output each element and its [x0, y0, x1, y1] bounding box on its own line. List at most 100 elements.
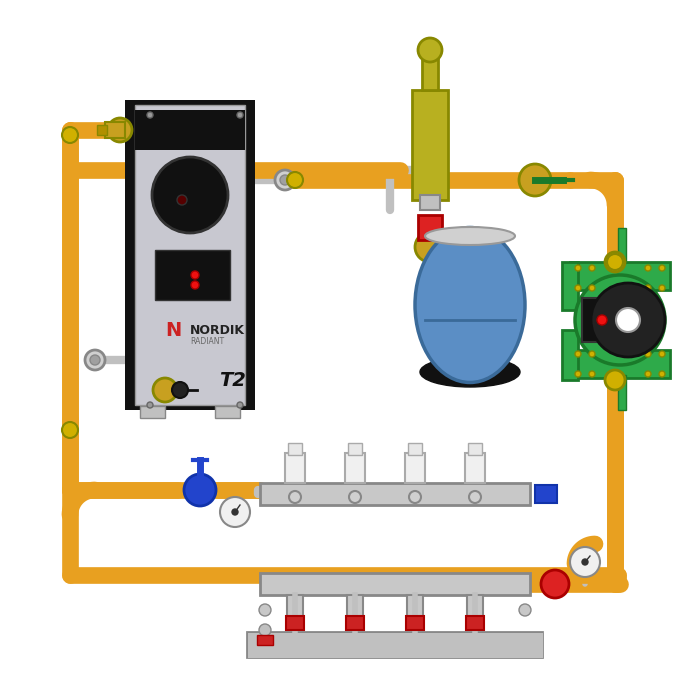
Circle shape	[645, 371, 651, 377]
Circle shape	[645, 351, 651, 357]
Circle shape	[659, 285, 665, 291]
Circle shape	[90, 355, 100, 365]
Circle shape	[220, 497, 250, 527]
Circle shape	[177, 195, 187, 205]
Bar	[618, 375, 626, 410]
Circle shape	[589, 285, 595, 291]
Ellipse shape	[420, 357, 520, 387]
Bar	[570, 350, 670, 378]
Bar	[467, 595, 483, 620]
Circle shape	[147, 112, 153, 118]
Bar	[412, 90, 448, 200]
Circle shape	[85, 350, 105, 370]
Circle shape	[62, 127, 78, 143]
Bar	[345, 453, 365, 483]
Bar	[257, 635, 273, 645]
Bar	[535, 485, 557, 503]
Bar	[285, 453, 305, 483]
Bar	[135, 105, 245, 405]
Circle shape	[597, 315, 607, 325]
Bar	[140, 406, 165, 418]
Bar	[348, 443, 362, 455]
Bar	[466, 616, 484, 630]
Bar	[420, 195, 440, 210]
Circle shape	[589, 351, 595, 357]
Circle shape	[570, 547, 600, 577]
Bar	[418, 215, 442, 240]
Circle shape	[519, 164, 551, 196]
Bar	[97, 125, 107, 135]
Circle shape	[616, 308, 640, 332]
Circle shape	[259, 624, 271, 636]
Circle shape	[280, 175, 290, 185]
Circle shape	[519, 604, 531, 616]
Circle shape	[645, 285, 651, 291]
Circle shape	[275, 170, 295, 190]
Circle shape	[607, 254, 623, 270]
Circle shape	[147, 402, 153, 408]
Bar	[287, 595, 303, 620]
Bar	[105, 122, 125, 138]
Bar	[618, 228, 626, 263]
Circle shape	[575, 285, 581, 291]
Circle shape	[287, 172, 303, 188]
Circle shape	[172, 382, 188, 398]
Bar	[407, 595, 423, 620]
Circle shape	[184, 474, 216, 506]
Circle shape	[591, 283, 665, 357]
Circle shape	[659, 351, 665, 357]
Circle shape	[645, 265, 651, 271]
Circle shape	[659, 371, 665, 377]
Circle shape	[108, 118, 132, 142]
Bar	[125, 100, 255, 410]
Text: RADIANT: RADIANT	[190, 337, 224, 346]
Circle shape	[259, 604, 271, 616]
Bar	[468, 443, 482, 455]
Bar	[582, 298, 632, 342]
Circle shape	[541, 570, 569, 598]
Bar	[562, 262, 578, 310]
Circle shape	[232, 509, 238, 515]
Circle shape	[469, 491, 481, 503]
Circle shape	[349, 491, 361, 503]
Bar	[346, 616, 364, 630]
Circle shape	[575, 265, 581, 271]
Circle shape	[409, 491, 421, 503]
Bar	[288, 443, 302, 455]
Ellipse shape	[425, 227, 515, 245]
Circle shape	[62, 422, 78, 438]
Circle shape	[589, 371, 595, 377]
Bar	[286, 616, 304, 630]
Bar	[405, 453, 425, 483]
Bar	[422, 55, 438, 90]
Bar	[570, 262, 670, 290]
Circle shape	[589, 265, 595, 271]
Bar	[155, 250, 230, 300]
Circle shape	[659, 265, 665, 271]
Circle shape	[152, 157, 228, 233]
Circle shape	[605, 370, 625, 390]
Bar	[260, 483, 530, 505]
Circle shape	[418, 38, 442, 62]
Circle shape	[575, 351, 581, 357]
Circle shape	[605, 252, 625, 272]
Bar	[408, 443, 422, 455]
Circle shape	[575, 275, 665, 365]
Bar	[406, 616, 424, 630]
Circle shape	[415, 232, 445, 262]
Text: N: N	[165, 321, 181, 340]
Bar	[135, 110, 245, 150]
Circle shape	[191, 271, 199, 279]
Circle shape	[289, 491, 301, 503]
Circle shape	[575, 371, 581, 377]
Bar	[562, 330, 578, 380]
Circle shape	[582, 559, 588, 565]
Bar	[215, 406, 240, 418]
Text: T2: T2	[220, 370, 246, 389]
Circle shape	[191, 281, 199, 289]
Bar	[465, 453, 485, 483]
Bar	[260, 573, 530, 595]
Circle shape	[237, 402, 243, 408]
Bar	[347, 595, 363, 620]
Ellipse shape	[415, 228, 525, 382]
